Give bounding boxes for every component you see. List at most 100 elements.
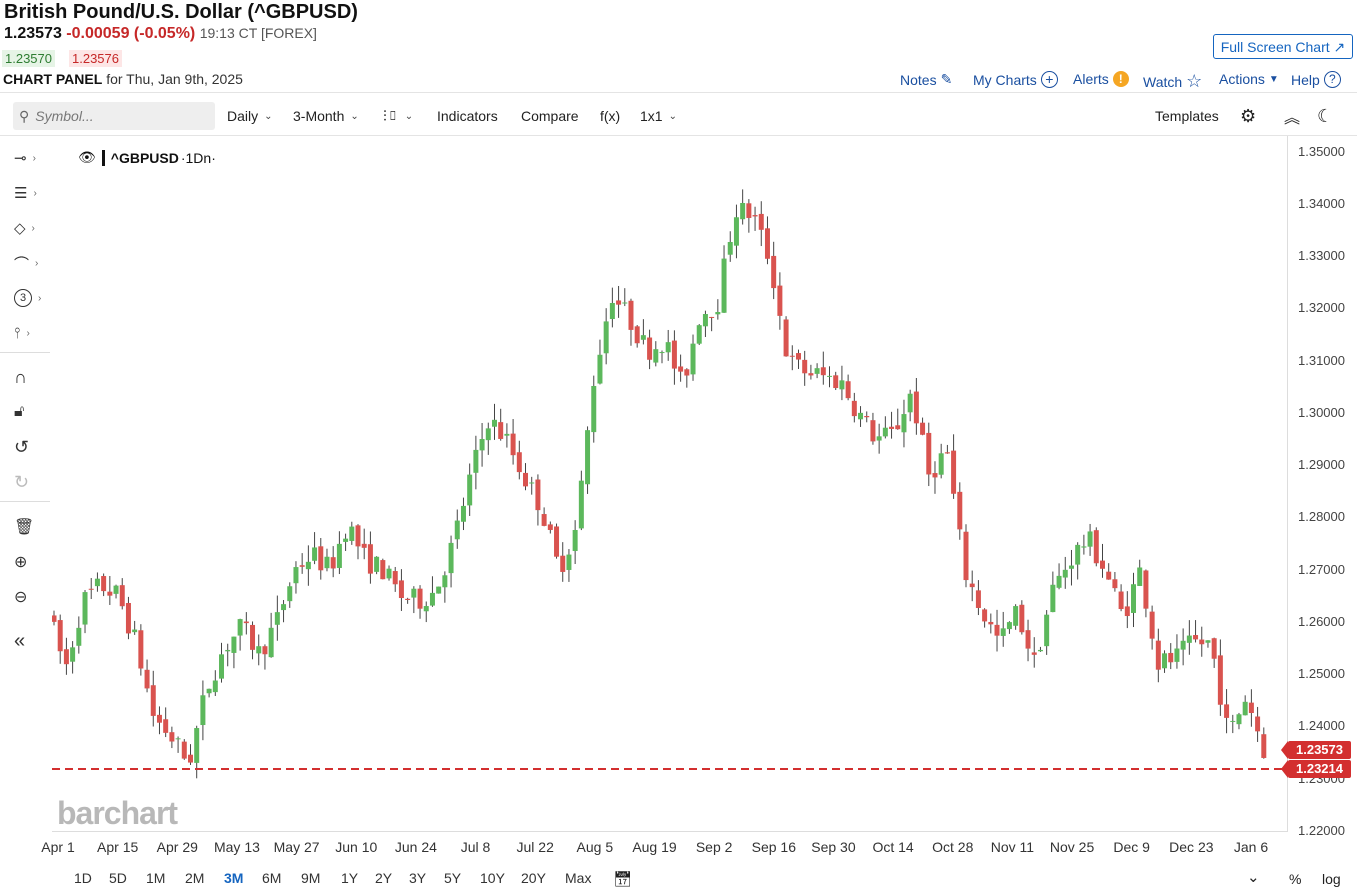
candle-body bbox=[1248, 702, 1254, 714]
moon-icon[interactable]: ☾ bbox=[1317, 105, 1334, 126]
x-tick-label: Jul 22 bbox=[516, 839, 554, 855]
zoom-out-icon[interactable]: ⊖ bbox=[14, 589, 28, 606]
watch-label: Watch bbox=[1143, 73, 1183, 90]
range-button-1m[interactable]: 1M bbox=[146, 870, 166, 886]
y-tick-label: 1.27000 bbox=[1298, 561, 1345, 577]
candle-body bbox=[560, 555, 566, 572]
range-button-2y[interactable]: 2Y bbox=[375, 870, 393, 886]
candle-body bbox=[101, 576, 107, 592]
help-link[interactable]: Help? bbox=[1291, 71, 1341, 88]
candle-body bbox=[647, 337, 653, 360]
collapse-up-icon[interactable]: ︽ bbox=[1284, 110, 1301, 127]
candle-body bbox=[938, 453, 944, 475]
my-charts-link[interactable]: My Charts + bbox=[973, 71, 1058, 88]
range-button-5d[interactable]: 5D bbox=[109, 870, 127, 886]
eye-icon[interactable]: 👁︎ bbox=[78, 149, 96, 165]
candle-body bbox=[318, 546, 324, 571]
templates-button[interactable]: Templates bbox=[1155, 108, 1219, 124]
undo-icon[interactable]: ↺ bbox=[14, 436, 30, 457]
period-select[interactable]: 3-Month ⌄ bbox=[293, 102, 359, 130]
range-button-6m[interactable]: 6M bbox=[262, 870, 282, 886]
magnet-icon[interactable]: ∩ bbox=[14, 366, 27, 387]
range-button-20y[interactable]: 20Y bbox=[521, 870, 546, 886]
candle-body bbox=[795, 353, 801, 360]
interval-select[interactable]: Daily ⌄ bbox=[227, 102, 273, 130]
search-input[interactable]: Symbol... bbox=[35, 108, 94, 124]
collapse-left-icon[interactable]: « bbox=[14, 629, 26, 652]
layout-select[interactable]: 1x1 ⌄ bbox=[640, 102, 677, 130]
trash-icon[interactable]: 🗑︎ bbox=[14, 519, 35, 536]
candle-body bbox=[783, 319, 789, 357]
candle-body bbox=[212, 680, 218, 693]
candle-body bbox=[349, 526, 355, 541]
percent-button[interactable]: % bbox=[1289, 871, 1302, 887]
notes-label: Notes bbox=[900, 71, 937, 88]
indicators-button[interactable]: Indicators bbox=[437, 108, 498, 124]
y-tick-label: 1.28000 bbox=[1298, 509, 1345, 525]
candle-body bbox=[802, 359, 808, 374]
candle-body bbox=[789, 355, 795, 357]
zoom-in-icon[interactable]: ⊕ bbox=[14, 554, 28, 571]
gear-icon[interactable]: ⚙ bbox=[1240, 105, 1257, 126]
x-tick-label: Dec 9 bbox=[1113, 839, 1150, 855]
candle-body bbox=[1242, 701, 1248, 716]
range-button-2m[interactable]: 2M bbox=[185, 870, 205, 886]
range-button-3y[interactable]: 3Y bbox=[409, 870, 427, 886]
candle-body bbox=[374, 556, 380, 572]
range-button-9m[interactable]: 9M bbox=[301, 870, 321, 886]
shape-tool-icon[interactable]: ◇ › bbox=[14, 220, 35, 237]
actions-menu[interactable]: Actions ▼ bbox=[1219, 71, 1279, 87]
chevron-down-icon: ⌄ bbox=[350, 110, 359, 122]
candle-body bbox=[1006, 622, 1012, 630]
unlock-icon[interactable]: 🔓︎ bbox=[14, 403, 25, 420]
candle-body bbox=[1118, 591, 1124, 610]
candle-body bbox=[1087, 531, 1093, 547]
range-button-3m[interactable]: 3M bbox=[224, 870, 244, 886]
range-button-1y[interactable]: 1Y bbox=[341, 870, 359, 886]
watch-link[interactable]: Watch ☆ bbox=[1143, 71, 1202, 92]
x-tick-label: Oct 14 bbox=[872, 839, 914, 855]
compare-button[interactable]: Compare bbox=[521, 108, 579, 124]
range-button-5y[interactable]: 5Y bbox=[444, 870, 462, 886]
count-tool-icon[interactable]: 3 › bbox=[14, 285, 54, 311]
candle-body bbox=[920, 422, 926, 435]
calendar-icon[interactable]: 📅︎ bbox=[613, 871, 633, 888]
divider bbox=[0, 135, 1357, 136]
range-button-max[interactable]: Max bbox=[565, 870, 592, 886]
candle-body bbox=[367, 544, 373, 574]
x-tick-label: Aug 19 bbox=[632, 839, 677, 855]
panel-label: CHART PANEL bbox=[3, 71, 103, 87]
line-tool-icon[interactable]: ⊸ › bbox=[14, 150, 36, 167]
chevron-double-down-icon[interactable]: ⌄ bbox=[1247, 869, 1260, 886]
chart-type-select[interactable]: ⫶▯ ⌄ bbox=[383, 102, 413, 130]
log-button[interactable]: log bbox=[1322, 871, 1341, 887]
symbol-search[interactable]: ⚲ Symbol... bbox=[13, 102, 215, 130]
candle-body bbox=[1224, 704, 1230, 718]
x-tick-label: Dec 23 bbox=[1169, 839, 1214, 855]
candle-body bbox=[1106, 571, 1112, 580]
arc-tool-icon[interactable]: ⌒ › bbox=[14, 255, 39, 273]
alerts-link[interactable]: Alerts! bbox=[1073, 71, 1129, 87]
my-charts-label: My Charts bbox=[973, 71, 1037, 88]
measure-tool-icon[interactable]: ⫯ › bbox=[14, 324, 30, 342]
fib-tool-icon[interactable]: ☰ › bbox=[14, 185, 37, 202]
candle-body bbox=[52, 615, 57, 622]
notes-link[interactable]: Notes ✎ bbox=[900, 71, 952, 88]
full-screen-chart-button[interactable]: Full Screen Chart ↗ bbox=[1213, 34, 1353, 59]
candle-body bbox=[299, 565, 305, 567]
candle-body bbox=[454, 520, 460, 540]
candle-body bbox=[113, 585, 119, 594]
range-button-1d[interactable]: 1D bbox=[74, 870, 92, 886]
candle-body bbox=[1131, 584, 1137, 613]
redo-icon[interactable]: ↻ bbox=[14, 471, 30, 492]
candle-body bbox=[808, 373, 814, 376]
candle-body bbox=[262, 646, 268, 655]
range-button-10y[interactable]: 10Y bbox=[480, 870, 505, 886]
candle-body bbox=[926, 432, 932, 475]
price-chart[interactable] bbox=[52, 136, 1288, 831]
candle-body bbox=[1056, 575, 1062, 588]
candle-body bbox=[814, 368, 820, 374]
page-title: British Pound/U.S. Dollar (^GBPUSD) bbox=[4, 1, 358, 23]
fx-button[interactable]: f(x) bbox=[600, 108, 621, 124]
candle-body bbox=[758, 213, 764, 230]
